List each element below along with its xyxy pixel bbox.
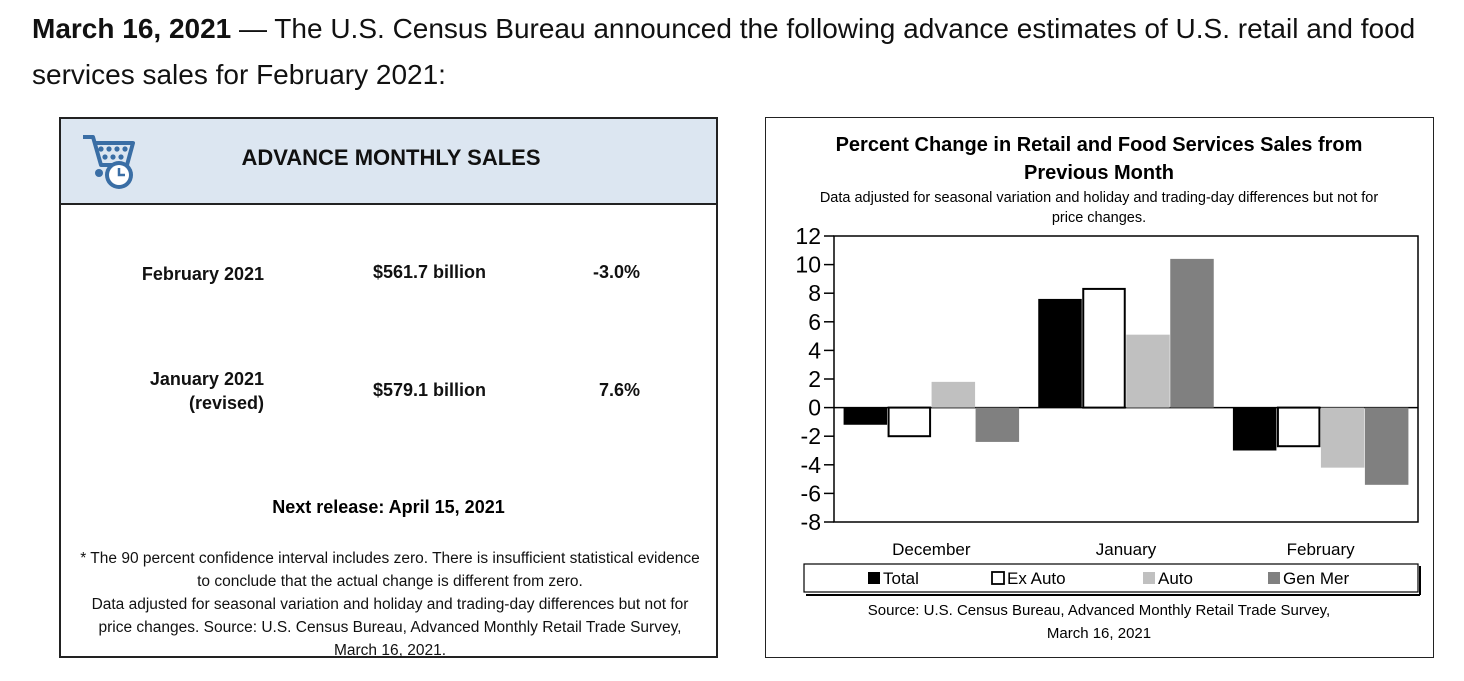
bar-auto-december xyxy=(931,381,976,408)
bar-ex-auto-january xyxy=(1082,287,1126,409)
headline-text: — The U.S. Census Bureau announced the f… xyxy=(32,13,1416,90)
legend-box xyxy=(803,563,1419,593)
legend-label-gen-mer: Gen Mer xyxy=(1283,569,1349,588)
y-tick-label: 0 xyxy=(808,395,821,421)
row-jan-label: January 2021 (revised) xyxy=(150,367,264,415)
bar-total-december xyxy=(843,407,888,425)
y-tick-label: 10 xyxy=(795,252,821,278)
legend-swatch-ex-auto xyxy=(991,571,1005,585)
chart-title-line2: Previous Month xyxy=(1024,162,1174,184)
bar-ex-auto-february xyxy=(1276,406,1321,448)
bar-auto-february xyxy=(1320,407,1365,468)
bar-ex-auto-december xyxy=(887,406,932,438)
row-jan-label-line1: January 2021 xyxy=(149,369,264,389)
y-tick-label: 12 xyxy=(795,223,821,249)
y-tick-label: 2 xyxy=(808,366,821,392)
row-jan-pct: 7.6% xyxy=(598,380,640,400)
row-jan-value: $579.1 billion xyxy=(373,380,487,400)
chart-panel: Percent Change in Retail and Food Servic… xyxy=(765,117,1434,658)
shopping-cart-clock-icon xyxy=(83,135,135,189)
chart-source-line1: Source: U.S. Census Bureau, Advanced Mon… xyxy=(868,602,1330,619)
x-category-label: January xyxy=(1096,540,1157,559)
legend-label-auto: Auto xyxy=(1158,569,1193,588)
y-tick-label: 6 xyxy=(808,309,821,335)
advance-sales-header: ADVANCE MONTHLY SALES xyxy=(61,119,716,205)
row-feb-pct: -3.0% xyxy=(592,262,640,282)
bar-total-february xyxy=(1232,407,1277,451)
headline: March 16, 2021 — The U.S. Census Bureau … xyxy=(32,6,1432,98)
y-tick-label: -2 xyxy=(801,423,821,449)
row-jan-label-line2: (revised) xyxy=(188,393,264,413)
legend-swatch-gen-mer xyxy=(1268,572,1280,584)
legend-label-total: Total xyxy=(883,569,919,588)
legend-swatch-total xyxy=(868,572,880,584)
bar-chart: Percent Change in Retail and Food Servic… xyxy=(795,134,1421,642)
chart-subtitle-line2: price changes. xyxy=(1052,210,1146,226)
y-tick-label: -6 xyxy=(801,480,821,506)
bar-gen-mer-february xyxy=(1364,407,1409,485)
chart-title-line1: Percent Change in Retail and Food Servic… xyxy=(836,134,1363,156)
legend-swatch-auto xyxy=(1143,572,1155,584)
chart-source-line2: March 16, 2021 xyxy=(1047,625,1151,642)
bar-total-january xyxy=(1038,298,1082,408)
bar-gen-mer-december xyxy=(975,407,1020,442)
headline-date: March 16, 2021 xyxy=(32,13,232,44)
y-tick-label: 8 xyxy=(808,280,821,306)
advance-sales-title: ADVANCE MONTHLY SALES xyxy=(241,145,541,170)
x-category-label: February xyxy=(1287,540,1356,559)
footnote-source: Data adjusted for seasonal variation and… xyxy=(91,596,689,659)
y-tick-label: -4 xyxy=(801,452,822,478)
y-tick-label: 4 xyxy=(808,337,821,363)
row-feb-value: $561.7 billion xyxy=(373,262,487,282)
footnote: * The 90 percent confidence interval inc… xyxy=(75,547,705,662)
chart-subtitle-line1: Data adjusted for seasonal variation and… xyxy=(820,190,1379,206)
advance-sales-panel: ADVANCE MONTHLY SALES February 2021 $561… xyxy=(59,117,718,659)
x-category-label: December xyxy=(892,540,971,559)
y-tick-label: -8 xyxy=(801,509,821,535)
row-feb-label: February 2021 xyxy=(141,264,264,284)
footnote-confidence: * The 90 percent confidence interval inc… xyxy=(80,550,700,590)
bar-auto-january xyxy=(1126,334,1170,408)
plot-area xyxy=(833,235,1419,523)
bar-gen-mer-january xyxy=(1170,258,1214,408)
legend-label-ex-auto: Ex Auto xyxy=(1007,569,1066,588)
next-release: Next release: April 15, 2021 xyxy=(272,497,505,517)
